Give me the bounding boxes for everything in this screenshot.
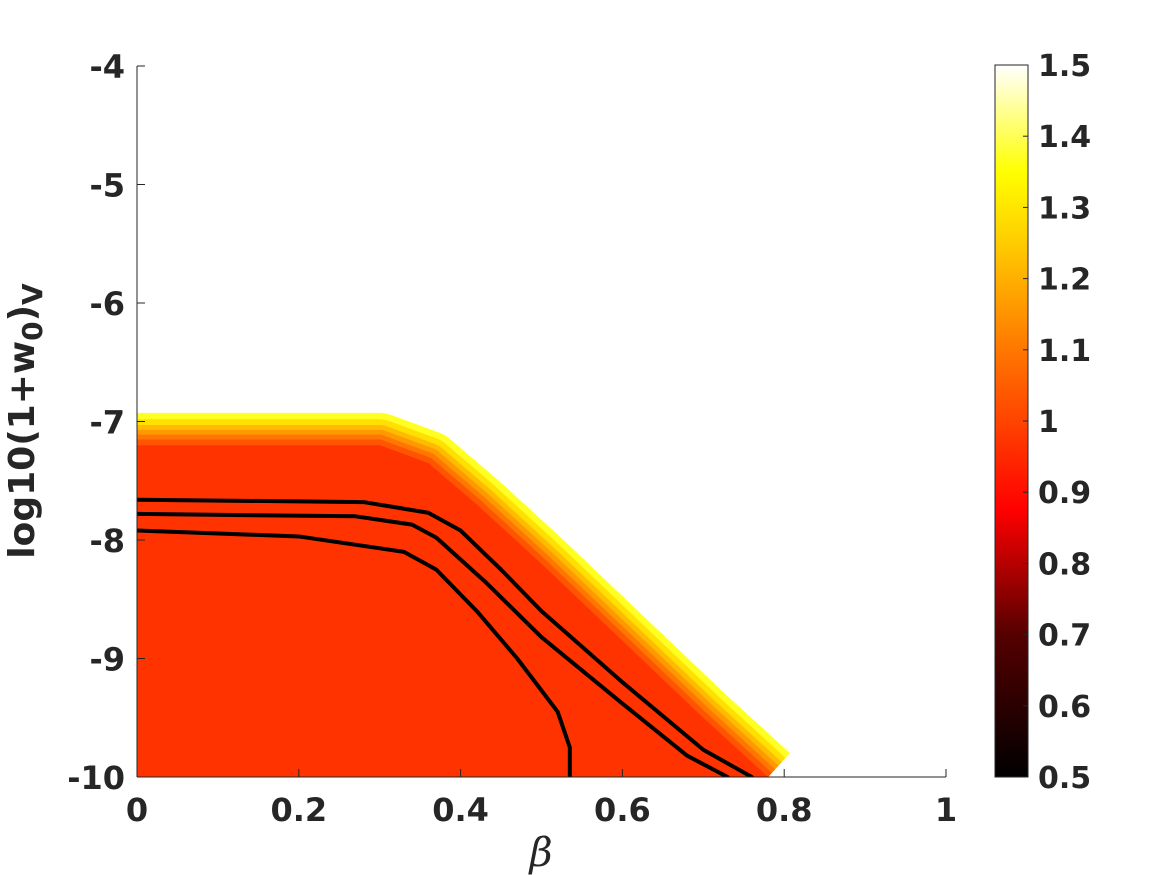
x-tick-label: 0.8 <box>756 791 813 829</box>
x-tick-label: 0.4 <box>432 791 489 829</box>
contour-line-1 <box>137 497 754 777</box>
colorbar-tick-label: 0.8 <box>1038 547 1091 582</box>
y-axis-label: log10(1+w0)V <box>2 283 49 559</box>
y-axis-label-sub-0: 0 <box>16 321 49 340</box>
colorbar-tick-label: 1.2 <box>1038 263 1091 298</box>
colorbar-tick-label: 0.7 <box>1038 619 1091 654</box>
contour-lines <box>137 497 754 777</box>
contour-line-3 <box>137 528 572 777</box>
x-tick-label: 0.6 <box>594 791 651 829</box>
axes: 0 0.2 0.4 0.6 0.8 1 -4 -5 -6 -7 -8 -9 -10 <box>67 48 957 829</box>
y-tick-label: -10 <box>67 759 125 797</box>
y-tick-label: -6 <box>89 285 125 323</box>
x-tick-label: 0 <box>126 791 148 829</box>
heat-edge-band-5 <box>137 439 772 777</box>
y-axis-label-sub-v: V <box>16 283 49 305</box>
y-tick-label: -7 <box>89 404 125 442</box>
x-axis-label: β <box>527 830 552 875</box>
x-tick-label: 0.2 <box>270 791 327 829</box>
colorbar-tick-label: 0.9 <box>1038 476 1091 511</box>
y-tick-label: -8 <box>89 522 125 560</box>
colorbar-tick-label: 1.5 <box>1038 49 1091 84</box>
y-axis-label-base: log10(1+w <box>2 341 43 559</box>
contour-line-2 <box>137 511 730 777</box>
colorbar-tick-label: 1.4 <box>1038 120 1091 155</box>
y-tick-label: -4 <box>89 48 125 86</box>
plot-area: 0 0.2 0.4 0.6 0.8 1 -4 -5 -6 -7 -8 -9 -10 <box>67 48 957 829</box>
colorbar-tick-label: 0.6 <box>1038 690 1091 725</box>
colorbar-ticks: 0.5 0.6 0.7 0.8 0.9 1 1.1 1.2 1.3 1.4 1.5 <box>1023 49 1091 796</box>
y-axis-label-close: ) <box>2 305 43 321</box>
y-tick-label: -5 <box>89 167 125 205</box>
x-tick-label: 1 <box>935 791 957 829</box>
colorbar-tick-label: 1.3 <box>1038 191 1091 226</box>
y-tick-label: -9 <box>89 641 125 679</box>
colorbar-tick-label: 1.1 <box>1038 334 1091 369</box>
colorbar-tick-label: 0.5 <box>1038 761 1091 796</box>
colorbar-tick-label: 1 <box>1038 405 1059 440</box>
colorbar: 0.5 0.6 0.7 0.8 0.9 1 1.1 1.2 1.3 1.4 1.5 <box>994 49 1091 796</box>
